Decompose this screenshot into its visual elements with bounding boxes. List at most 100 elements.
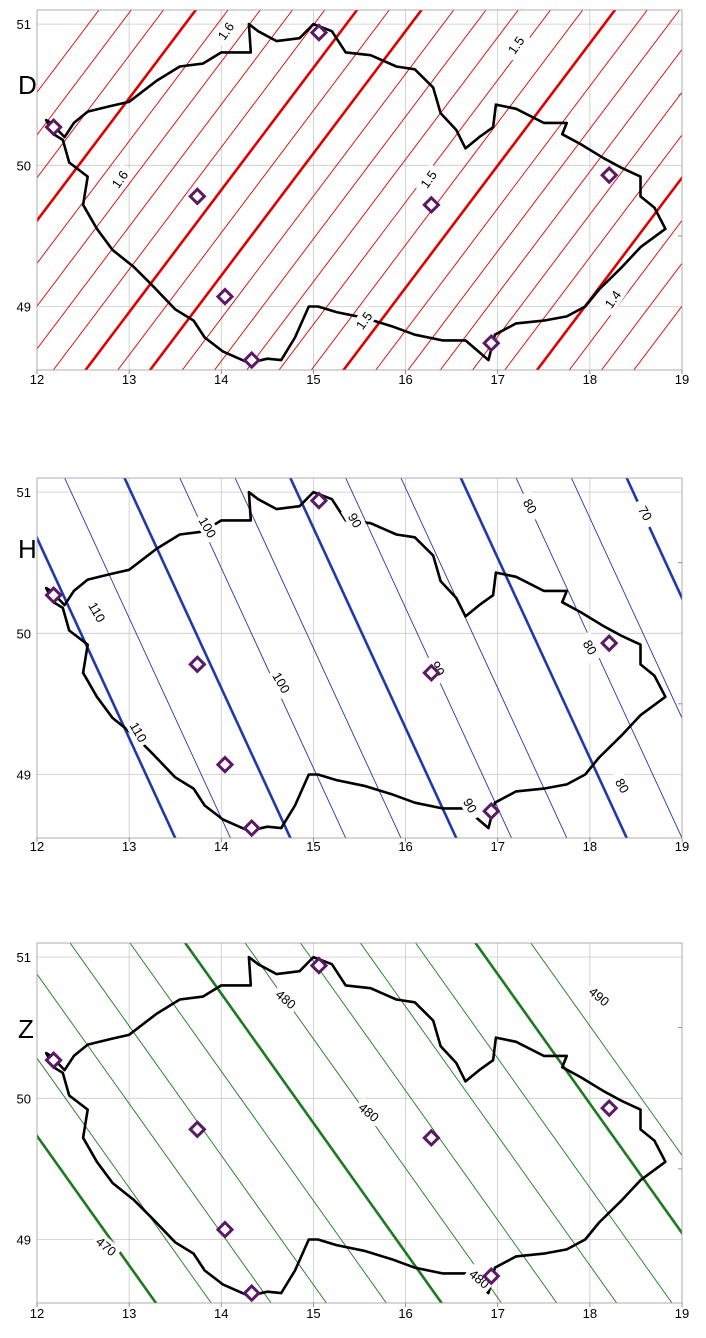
x-tick-label: 16 — [398, 1306, 412, 1321]
contour-label: 90 — [460, 796, 480, 816]
contour-line — [459, 478, 629, 838]
y-tick-label: 50 — [17, 626, 31, 641]
map-panel-d: 1.6 1.6 1.5 1.5 1.5 1.4 12 13 14 15 16 17 18 19 51 50 4… — [0, 0, 706, 420]
contour-line — [375, 10, 648, 370]
x-tick-label: 13 — [122, 1306, 136, 1321]
contour-line — [37, 1133, 158, 1303]
contour-line — [37, 1057, 212, 1303]
x-tick-label: 18 — [583, 372, 597, 387]
contour-label-bg — [608, 769, 637, 802]
station-marker — [188, 655, 207, 674]
x-tick-label: 12 — [30, 839, 44, 854]
country-border-h — [44, 490, 667, 833]
station-marker — [242, 1283, 261, 1303]
contour-label-bg — [414, 163, 444, 196]
contour-line — [310, 10, 584, 370]
contour-line — [299, 943, 558, 1303]
contour-label-bg — [598, 283, 628, 316]
x-tick-label: 13 — [122, 839, 136, 854]
panel-label-z: Z — [18, 1014, 34, 1044]
contour-label: 80 — [580, 637, 600, 657]
contour-line — [37, 10, 100, 93]
station-marker — [44, 1050, 63, 1070]
contour-line — [407, 10, 681, 370]
map-frame-h — [36, 477, 683, 839]
contour-line — [64, 478, 231, 838]
x-tick-label: 17 — [490, 1306, 504, 1321]
y-tick-label: 50 — [17, 158, 31, 173]
contour-line — [183, 943, 444, 1303]
contour-label-bg — [124, 715, 153, 749]
y-tick-label: 51 — [17, 950, 31, 965]
station-marker — [309, 956, 329, 975]
axis-ticks-h: 12 13 14 15 16 17 18 19 51 50 49 — [17, 485, 690, 854]
map-frame-d — [36, 9, 683, 371]
contour-line — [504, 134, 682, 370]
contour-line — [415, 943, 673, 1303]
y-tick-label: 51 — [17, 485, 31, 500]
x-tick-label: 16 — [398, 372, 412, 387]
station-marker — [215, 755, 235, 774]
x-tick-label: 15 — [306, 372, 320, 387]
contour-line — [37, 10, 294, 350]
station-marker — [482, 1266, 501, 1286]
axis-ticks-z: 12 13 14 15 16 17 18 19 51 50 49 — [17, 950, 690, 1321]
panel-label-d: D — [18, 70, 37, 100]
contour-label-bg — [463, 1263, 496, 1295]
y-tick-label: 51 — [17, 17, 31, 32]
contour-label: 70 — [635, 503, 655, 523]
contour-line — [37, 534, 177, 838]
contour-label-bg — [516, 490, 544, 523]
contour-label-bg — [90, 1231, 122, 1262]
panel-label-h: H — [18, 534, 37, 564]
contour-line — [473, 943, 682, 1236]
station-marker — [309, 491, 329, 510]
x-tick-label: 17 — [490, 839, 504, 854]
x-tick-label: 19 — [675, 839, 689, 854]
contour-line — [37, 10, 198, 223]
country-border-d — [44, 22, 667, 365]
contour-labels-d: 1.61.6 1.51.51.51.4 — [105, 15, 628, 337]
station-marker — [242, 818, 261, 838]
x-tick-label: 14 — [214, 372, 228, 387]
contour-line — [288, 478, 458, 838]
station-marker — [215, 287, 235, 306]
x-tick-label: 15 — [306, 839, 320, 854]
station-marker — [600, 633, 619, 653]
contour-line — [246, 10, 519, 370]
x-tick-label: 19 — [675, 1306, 689, 1321]
contour-label-bg — [267, 666, 296, 699]
station-marker — [309, 23, 329, 42]
axis-ticks-d: 12 13 14 15 16 17 18 19 51 50 49 — [17, 17, 690, 387]
y-tick-label: 49 — [17, 299, 31, 314]
contour-label-bg — [193, 511, 222, 544]
x-tick-label: 14 — [214, 1306, 228, 1321]
contour-line — [633, 305, 682, 370]
contour-label-bg — [82, 595, 111, 629]
contour-line — [37, 10, 165, 179]
station-marker — [242, 350, 261, 370]
contour-line — [341, 10, 617, 370]
x-tick-label: 12 — [30, 1306, 44, 1321]
contour-label: 80 — [612, 776, 632, 796]
contour-label-bg — [501, 29, 531, 62]
country-border-z — [44, 955, 667, 1298]
contour-line — [37, 10, 132, 136]
contour-line — [181, 10, 455, 370]
station-marker — [482, 333, 501, 353]
contour-line — [37, 10, 261, 307]
station-marker — [600, 1098, 619, 1118]
contour-line — [214, 10, 487, 370]
contour-line — [148, 10, 424, 370]
x-tick-label: 14 — [214, 839, 228, 854]
contour-line — [37, 10, 229, 265]
contour-line — [37, 973, 272, 1303]
contour-line — [179, 478, 347, 838]
map-frame-z — [36, 942, 683, 1304]
station-marker — [188, 187, 207, 206]
contour-line — [123, 478, 292, 838]
contour-line — [234, 478, 402, 838]
